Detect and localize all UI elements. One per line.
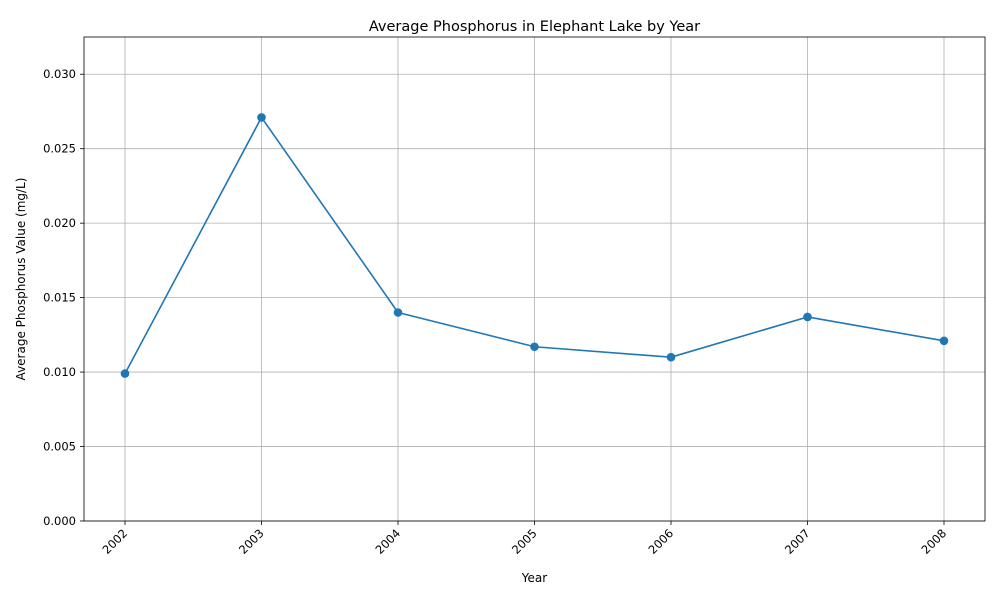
y-tick-label: 0.025 <box>43 142 76 156</box>
data-point <box>257 113 266 122</box>
data-point <box>120 369 130 378</box>
y-tick-label: 0.030 <box>43 67 76 81</box>
grid-layer <box>84 37 985 522</box>
y-tick-label: 0.010 <box>43 365 76 379</box>
data-point <box>530 342 539 352</box>
data-point <box>393 308 403 317</box>
data-point <box>939 336 949 346</box>
data-point <box>666 352 676 362</box>
series-layer <box>120 113 949 378</box>
y-axis-label: Average Phosphorus Value (mg/L) <box>14 178 28 381</box>
y-tick-label: 0.015 <box>43 291 76 305</box>
y-tick-label: 0.020 <box>43 216 76 230</box>
y-tick-label: 0.000 <box>43 514 76 528</box>
x-axis-label: Year <box>521 571 547 585</box>
y-tick-label: 0.005 <box>43 440 76 454</box>
data-point <box>803 312 812 322</box>
chart-title: Average Phosphorus in Elephant Lake by Y… <box>369 19 700 35</box>
